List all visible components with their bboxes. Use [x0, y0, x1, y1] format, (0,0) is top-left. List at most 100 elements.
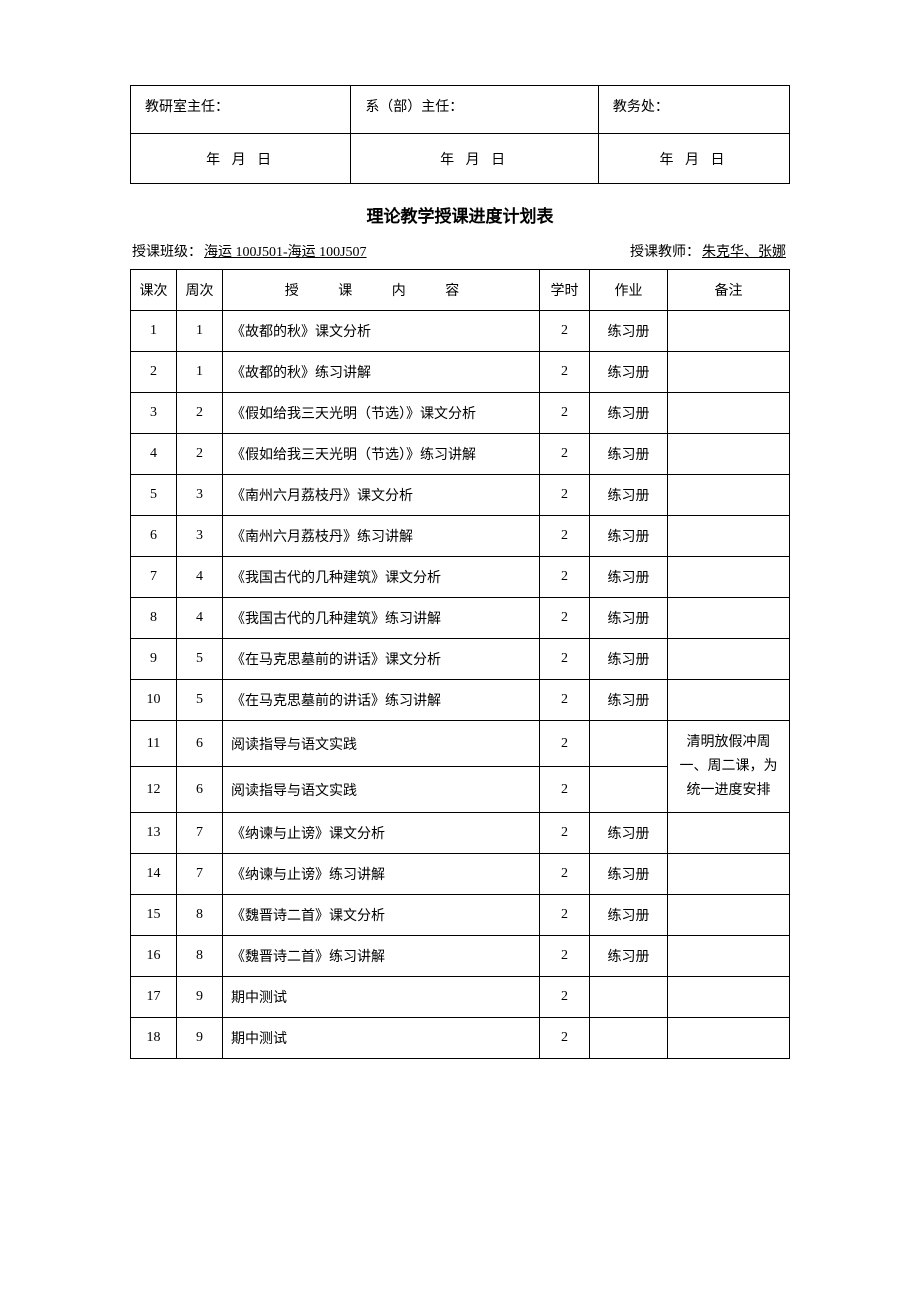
cell-num: 15 — [131, 895, 177, 936]
cell-homework: 练习册 — [590, 936, 668, 977]
cell-hours: 2 — [540, 977, 590, 1018]
dept-director-cell: 系（部）主任： — [351, 86, 599, 134]
cell-hours: 2 — [540, 813, 590, 854]
cell-content: 《南州六月荔枝丹》练习讲解 — [223, 516, 540, 557]
teacher-block: 授课教师：朱克华、张娜 — [630, 241, 788, 261]
table-row: 147《纳谏与止谤》练习讲解2练习册 — [131, 854, 790, 895]
signature-table: 教研室主任： 系（部）主任： 教务处： 年 月 日 年 月 日 年 月 日 — [130, 85, 790, 184]
cell-hours: 2 — [540, 475, 590, 516]
cell-note — [668, 352, 790, 393]
cell-content: 《假如给我三天光明（节选）》练习讲解 — [223, 434, 540, 475]
cell-week: 2 — [177, 434, 223, 475]
cell-num: 3 — [131, 393, 177, 434]
cell-hours: 2 — [540, 352, 590, 393]
cell-hours: 2 — [540, 680, 590, 721]
class-label: 授课班级： — [132, 245, 202, 260]
teacher-value: 朱克华、张娜 — [700, 245, 788, 260]
cell-homework — [590, 767, 668, 813]
cell-num: 13 — [131, 813, 177, 854]
table-row: 84《我国古代的几种建筑》练习讲解2练习册 — [131, 598, 790, 639]
cell-content: 《纳谏与止谤》课文分析 — [223, 813, 540, 854]
cell-num: 2 — [131, 352, 177, 393]
cell-hours: 2 — [540, 598, 590, 639]
cell-content: 期中测试 — [223, 1018, 540, 1059]
cell-note — [668, 936, 790, 977]
cell-num: 16 — [131, 936, 177, 977]
cell-content: 阅读指导与语文实践 — [223, 767, 540, 813]
cell-week: 1 — [177, 311, 223, 352]
cell-num: 17 — [131, 977, 177, 1018]
header-row: 课次 周次 授 课 内 容 学时 作业 备注 — [131, 270, 790, 311]
cell-content: 《纳谏与止谤》练习讲解 — [223, 854, 540, 895]
office-director-cell: 教研室主任： — [131, 86, 351, 134]
date-cell-1: 年 月 日 — [131, 134, 351, 184]
cell-week: 7 — [177, 813, 223, 854]
cell-hours: 2 — [540, 895, 590, 936]
cell-content: 《故都的秋》课文分析 — [223, 311, 540, 352]
cell-homework: 练习册 — [590, 434, 668, 475]
table-row: 74《我国古代的几种建筑》课文分析2练习册 — [131, 557, 790, 598]
cell-week: 6 — [177, 721, 223, 767]
cell-note — [668, 854, 790, 895]
cell-week: 7 — [177, 854, 223, 895]
cell-homework: 练习册 — [590, 475, 668, 516]
cell-hours: 2 — [540, 434, 590, 475]
table-row: 53《南州六月荔枝丹》课文分析2练习册 — [131, 475, 790, 516]
cell-week: 3 — [177, 475, 223, 516]
table-row: 21《故都的秋》练习讲解2练习册 — [131, 352, 790, 393]
cell-content: 《我国古代的几种建筑》练习讲解 — [223, 598, 540, 639]
cell-note — [668, 516, 790, 557]
academic-office-cell: 教务处： — [598, 86, 789, 134]
cell-hours: 2 — [540, 721, 590, 767]
cell-content: 《南州六月荔枝丹》课文分析 — [223, 475, 540, 516]
cell-hours: 2 — [540, 936, 590, 977]
cell-week: 3 — [177, 516, 223, 557]
cell-homework: 练习册 — [590, 639, 668, 680]
cell-num: 6 — [131, 516, 177, 557]
cell-hours: 2 — [540, 1018, 590, 1059]
cell-homework: 练习册 — [590, 854, 668, 895]
cell-num: 12 — [131, 767, 177, 813]
cell-note — [668, 639, 790, 680]
cell-note — [668, 434, 790, 475]
cell-week: 4 — [177, 598, 223, 639]
header-num: 课次 — [131, 270, 177, 311]
cell-num: 14 — [131, 854, 177, 895]
table-row: 189期中测试2 — [131, 1018, 790, 1059]
cell-week: 6 — [177, 767, 223, 813]
cell-content: 《魏晋诗二首》课文分析 — [223, 895, 540, 936]
header-content: 授 课 内 容 — [223, 270, 540, 311]
cell-hours: 2 — [540, 557, 590, 598]
cell-homework: 练习册 — [590, 680, 668, 721]
cell-num: 5 — [131, 475, 177, 516]
cell-homework: 练习册 — [590, 895, 668, 936]
cell-homework — [590, 721, 668, 767]
table-row: 158《魏晋诗二首》课文分析2练习册 — [131, 895, 790, 936]
cell-week: 5 — [177, 639, 223, 680]
cell-week: 9 — [177, 1018, 223, 1059]
header-homework: 作业 — [590, 270, 668, 311]
cell-num: 18 — [131, 1018, 177, 1059]
cell-num: 9 — [131, 639, 177, 680]
cell-content: 《魏晋诗二首》练习讲解 — [223, 936, 540, 977]
cell-content: 《假如给我三天光明（节选）》课文分析 — [223, 393, 540, 434]
cell-week: 9 — [177, 977, 223, 1018]
cell-content: 《在马克思墓前的讲话》练习讲解 — [223, 680, 540, 721]
page-title: 理论教学授课进度计划表 — [130, 202, 790, 227]
cell-content: 期中测试 — [223, 977, 540, 1018]
cell-note-merged: 清明放假冲周一、周二课，为统一进度安排 — [668, 721, 790, 813]
table-row: 179期中测试2 — [131, 977, 790, 1018]
cell-content: 《故都的秋》练习讲解 — [223, 352, 540, 393]
cell-week: 8 — [177, 936, 223, 977]
meta-line: 授课班级：海运 100J501-海运 100J507 授课教师：朱克华、张娜 — [132, 241, 788, 261]
cell-num: 11 — [131, 721, 177, 767]
cell-homework: 练习册 — [590, 516, 668, 557]
cell-num: 8 — [131, 598, 177, 639]
cell-note — [668, 598, 790, 639]
date-cell-2: 年 月 日 — [351, 134, 599, 184]
cell-note — [668, 393, 790, 434]
cell-homework: 练习册 — [590, 813, 668, 854]
cell-note — [668, 680, 790, 721]
cell-note — [668, 475, 790, 516]
cell-hours: 2 — [540, 311, 590, 352]
